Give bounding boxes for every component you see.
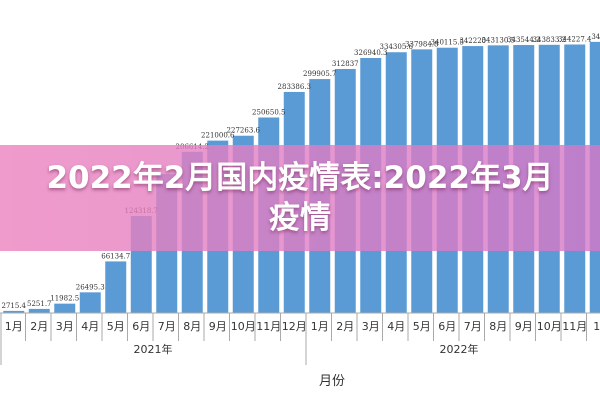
title-banner: 2022年2月国内疫情表:2022年3月疫情 — [0, 145, 600, 251]
bar-value-label: 5251.7 — [27, 300, 52, 308]
x-tick-label: 1月 — [5, 320, 23, 333]
bar-value-label: 2715.4 — [2, 302, 27, 310]
bar-value-label: 299905.7 — [303, 70, 336, 78]
x-tick-label: 6月 — [132, 320, 150, 333]
x-tick-label: 5月 — [413, 320, 431, 333]
x-tick-label: 7月 — [158, 320, 176, 333]
x-tick-label: 12 — [593, 320, 600, 333]
bar — [28, 308, 50, 313]
bar-value-label: 66134.7 — [101, 252, 130, 260]
x-axis: 1月 2月 3月 4月 5月 6月 7月 8月 9月 10月 11月 12月 1月 2月 3月 4月 5月 6月 7… — [0, 312, 600, 365]
x-tick-label: 10月 — [231, 320, 256, 333]
x-tick-label: 12月 — [282, 320, 307, 333]
bar-value-label: 344227.4 — [558, 36, 592, 44]
x-tick-label: 7月 — [464, 320, 482, 333]
bar — [79, 292, 101, 313]
x-tick-label: 4月 — [387, 320, 405, 333]
bar — [105, 261, 127, 313]
x-tick-label: 11月 — [256, 320, 281, 333]
bar-value-label: 326940.3 — [354, 49, 387, 57]
x-tick-label: 3月 — [56, 320, 74, 333]
bar-value-label: 250650.5 — [252, 108, 285, 116]
x-tick-label: 2月 — [30, 320, 48, 333]
bar-value-label: 11982.5 — [50, 295, 79, 303]
x-tick-label: 6月 — [438, 320, 456, 333]
x-tick-label: 2月 — [336, 320, 354, 333]
bar — [54, 303, 76, 313]
bar — [3, 310, 25, 313]
bar-value-label: 343130.5 — [482, 36, 515, 44]
x-tick-label: 10月 — [537, 320, 562, 333]
group-label: 2021年 — [134, 342, 173, 356]
bar-value-label: 312837 — [332, 60, 359, 68]
bar-value-label: 337984.8 — [405, 40, 438, 48]
bar-value-label: 334305.6 — [380, 43, 414, 51]
x-tick-label: 9月 — [209, 320, 227, 333]
x-tick-label: 3月 — [362, 320, 380, 333]
bar-value-label: 340115.5 — [431, 39, 464, 47]
bar-value-label: 343544.2 — [507, 36, 540, 44]
x-tick-label: 11月 — [562, 320, 587, 333]
x-tick-label: 8月 — [489, 320, 507, 333]
bar-value-label: 3476 — [591, 33, 600, 41]
bar-value-label: 342220 — [459, 37, 486, 45]
group-label: 2022年 — [440, 342, 479, 356]
x-tick-label: 4月 — [81, 320, 99, 333]
banner-title: 2022年2月国内疫情表:2022年3月疫情 — [46, 160, 554, 236]
x-axis-title: 月份 — [319, 374, 345, 389]
x-tick-label: 5月 — [107, 320, 125, 333]
bar-value-label: 26495.3 — [76, 283, 105, 291]
bar-value-label: 283386.3 — [278, 83, 311, 91]
x-tick-label: 1月 — [311, 320, 329, 333]
x-tick-label: 9月 — [515, 320, 533, 333]
bar-value-label: 221000.6 — [201, 132, 235, 140]
bar-value-label: 227263.6 — [227, 127, 261, 135]
bar-value-label: 343833.2 — [533, 36, 566, 44]
x-tick-label: 8月 — [183, 320, 201, 333]
